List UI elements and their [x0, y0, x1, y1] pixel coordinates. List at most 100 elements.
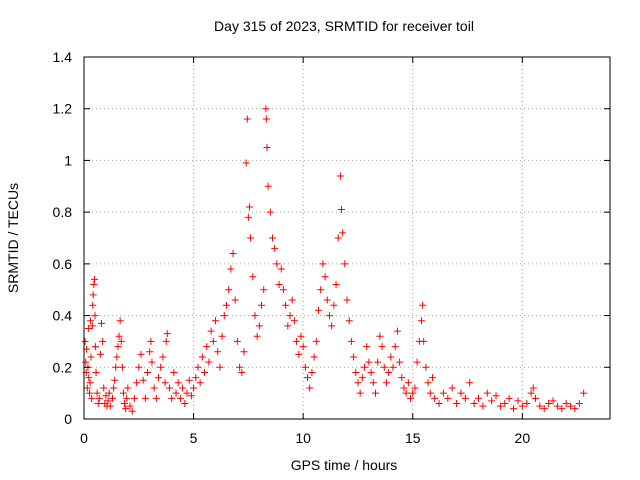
data-point	[159, 353, 167, 361]
data-point	[95, 394, 103, 402]
data-point	[336, 172, 344, 180]
data-point	[91, 312, 99, 320]
data-point	[247, 234, 255, 242]
y-tick-label: 1.2	[53, 101, 73, 117]
data-point	[105, 389, 113, 397]
data-point	[299, 343, 307, 351]
data-point	[431, 394, 439, 402]
data-point	[553, 402, 561, 410]
x-tick-label: 5	[190, 430, 198, 446]
data-point	[126, 402, 134, 410]
x-tick-label: 15	[405, 430, 421, 446]
data-point	[81, 337, 89, 345]
data-point	[148, 358, 156, 366]
data-point	[251, 312, 259, 320]
data-point	[496, 402, 504, 410]
data-point	[94, 399, 102, 407]
data-point	[240, 348, 248, 356]
data-point	[558, 405, 566, 413]
data-point	[205, 358, 213, 366]
data-point	[92, 368, 100, 376]
data-point	[319, 260, 327, 268]
data-point	[116, 317, 124, 325]
data-point	[137, 350, 145, 358]
data-point	[310, 353, 318, 361]
data-point	[106, 402, 114, 410]
data-point	[354, 379, 362, 387]
data-point	[179, 384, 187, 392]
data-point	[492, 392, 500, 400]
data-point	[338, 206, 346, 214]
data-point	[157, 363, 165, 371]
data-point	[475, 394, 482, 402]
data-point	[150, 384, 158, 392]
data-point	[290, 317, 298, 325]
data-point	[216, 363, 224, 371]
data-point	[231, 296, 239, 304]
x-axis-label: GPS time / hours	[291, 457, 398, 473]
data-point	[262, 105, 270, 113]
data-point	[341, 260, 349, 268]
data-point	[330, 301, 338, 309]
data-point	[88, 394, 96, 402]
data-point	[488, 397, 496, 405]
data-point	[426, 389, 434, 397]
data-point	[174, 379, 182, 387]
data-point	[580, 389, 588, 397]
data-point	[365, 358, 373, 366]
data-point	[122, 405, 130, 413]
data-point	[198, 353, 206, 361]
data-point	[139, 376, 147, 384]
data-point	[144, 368, 152, 376]
data-point	[385, 368, 393, 376]
data-point	[317, 286, 325, 294]
data-point	[187, 392, 195, 400]
data-point	[332, 281, 340, 289]
data-point	[382, 379, 390, 387]
data-point	[135, 363, 143, 371]
y-tick-label: 0.6	[53, 256, 73, 272]
data-point	[96, 350, 104, 358]
data-point	[183, 389, 191, 397]
data-point	[367, 368, 375, 376]
data-point	[466, 379, 474, 387]
data-point	[209, 337, 217, 345]
data-point	[387, 353, 395, 361]
data-point	[529, 384, 537, 392]
data-point	[549, 397, 557, 405]
data-point	[400, 384, 408, 392]
data-point	[562, 399, 570, 407]
data-point	[514, 397, 522, 405]
data-point	[363, 343, 371, 351]
data-point	[89, 301, 97, 309]
data-point	[420, 337, 428, 345]
data-point	[352, 368, 360, 376]
data-point	[90, 281, 98, 289]
data-point	[409, 389, 417, 397]
data-point	[571, 405, 579, 413]
data-point	[130, 394, 138, 402]
data-point	[212, 317, 219, 325]
data-point	[118, 363, 126, 371]
data-point	[85, 389, 93, 397]
data-point	[112, 363, 120, 371]
data-point	[85, 374, 93, 382]
y-axis-label: SRMTID / TECUs	[5, 183, 21, 293]
x-axis-ticks: 0 5 10 15 20	[80, 57, 530, 446]
data-point	[419, 301, 427, 309]
data-point	[418, 317, 426, 325]
data-point	[435, 399, 443, 407]
data-point	[218, 332, 226, 340]
data-point	[114, 343, 122, 351]
data-point	[86, 379, 94, 387]
data-point	[115, 332, 123, 340]
data-point	[277, 265, 285, 273]
data-point	[328, 322, 336, 330]
data-point	[371, 389, 379, 397]
data-point	[214, 348, 222, 356]
data-point	[194, 363, 202, 371]
data-point	[325, 312, 333, 320]
data-point	[110, 384, 118, 392]
data-point	[233, 337, 241, 345]
data-point	[398, 374, 406, 382]
